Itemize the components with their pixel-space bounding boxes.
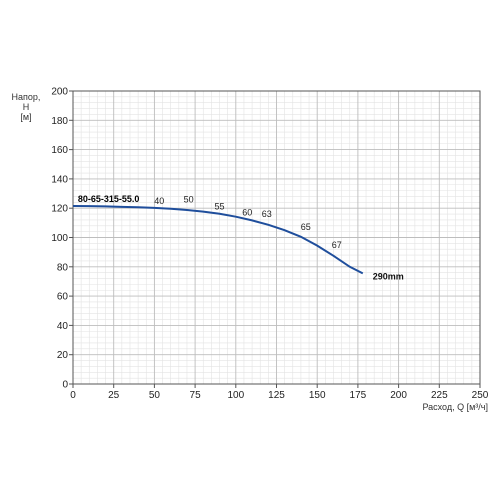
y-tick-label: 140 <box>51 174 68 185</box>
y-tick-label: 100 <box>51 233 68 244</box>
series-name-label: 290mm <box>373 271 404 281</box>
efficiency-label: 40 <box>154 196 164 206</box>
x-tick-label: 50 <box>149 390 161 401</box>
x-tick-label: 150 <box>309 390 326 401</box>
x-tick-label: 75 <box>190 390 202 401</box>
efficiency-label: 65 <box>301 222 311 232</box>
x-tick-label: 225 <box>431 390 448 401</box>
y-tick-label: 60 <box>57 292 69 303</box>
efficiency-label: 63 <box>262 209 272 219</box>
y-tick-label: 0 <box>62 380 68 391</box>
y-tick-label: 40 <box>57 321 69 332</box>
efficiency-label: 60 <box>242 208 252 218</box>
y-axis-label: H <box>23 102 30 112</box>
x-tick-label: 25 <box>108 390 120 401</box>
y-tick-label: 200 <box>51 87 68 98</box>
efficiency-label: 55 <box>215 202 225 212</box>
y-tick-label: 180 <box>51 116 68 127</box>
x-tick-label: 250 <box>472 390 489 401</box>
grid <box>72 90 481 385</box>
x-tick-label: 200 <box>390 390 407 401</box>
efficiency-label: 67 <box>332 240 342 250</box>
series-lines <box>72 205 364 275</box>
y-tick-label: 20 <box>57 350 69 361</box>
axes: 0 25 50 75 100 125 150 175 200 225 250 0 20 40 60 80 100… <box>12 87 489 413</box>
series-line-290mm <box>72 205 364 275</box>
y-tick-label: 160 <box>51 145 68 156</box>
x-tick-label: 175 <box>350 390 367 401</box>
y-axis-label: [м] <box>20 112 31 122</box>
y-axis-label: Напор, <box>12 92 41 102</box>
annotations: 290mm 80-65-315-55.0 40 50 55 60 63 65 67 <box>78 194 404 281</box>
x-tick-label: 125 <box>268 390 285 401</box>
efficiency-label: 50 <box>184 194 194 204</box>
model-label: 80-65-315-55.0 <box>78 194 140 204</box>
x-axis-label: Расход, Q [м³/ч] <box>422 402 488 412</box>
y-tick-label: 120 <box>51 204 68 215</box>
x-tick-label: 0 <box>70 390 76 401</box>
x-tick-label: 100 <box>227 390 244 401</box>
y-tick-label: 80 <box>57 262 69 273</box>
